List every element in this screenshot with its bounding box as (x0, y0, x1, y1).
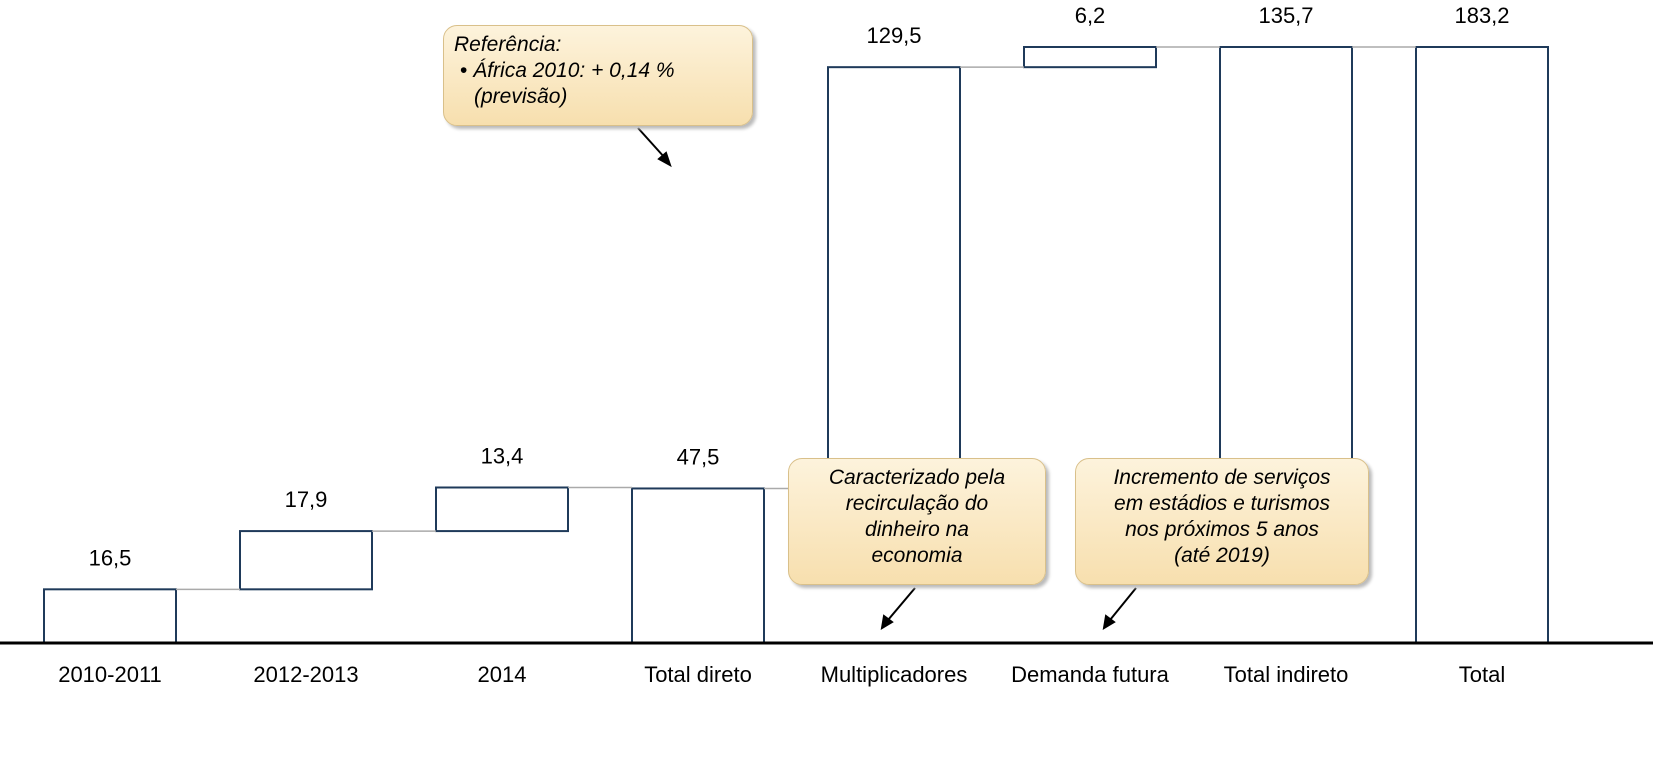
bullet: • (460, 59, 474, 82)
bar (1023, 46, 1157, 69)
bar (631, 487, 765, 644)
x-tick-label: Total direto (644, 662, 752, 687)
x-tick-label: Demanda futura (1011, 662, 1170, 687)
annotation-line: (até 2019) (1174, 544, 1270, 567)
annotation-line: Caracterizado pela (828, 466, 1006, 489)
x-tick-label: 2010-2011 (58, 662, 162, 687)
bar (435, 486, 569, 533)
x-tick-label: Total (1459, 662, 1505, 687)
value-label: 47,5 (677, 444, 720, 469)
value-label: 129,5 (866, 23, 921, 48)
x-tick-label: 2014 (478, 662, 527, 687)
value-label: 135,7 (1258, 3, 1313, 28)
annotation: Referência: • África 2010: + 0,14 % (pre… (443, 25, 753, 126)
value-label: 16,5 (89, 545, 132, 570)
annotation-line: (previsão) (474, 85, 568, 108)
value-label: 13,4 (481, 443, 524, 468)
value-label: 183,2 (1454, 3, 1509, 28)
annotation-line: Referência: (454, 33, 562, 56)
x-tick-label: 2012-2013 (253, 662, 358, 687)
annotation-line: nos próximos 5 anos (1125, 518, 1319, 541)
annotation-line: economia (871, 544, 963, 567)
bar (827, 66, 961, 490)
annotation-line: recirculação do (845, 492, 989, 515)
annotation: Caracterizado pela recirculação do dinhe… (788, 458, 1046, 585)
annotation-line: dinheiro na (865, 518, 969, 541)
annotation: Incremento de serviços em estádios e tur… (1075, 458, 1369, 585)
annotation-line: em estádios e turismos (1114, 492, 1330, 515)
annotation-text: África 2010: + 0,14 % (473, 59, 675, 82)
annotation-line: Incremento de serviços (1113, 466, 1331, 489)
bar (1415, 46, 1549, 644)
bar (43, 588, 177, 645)
x-tick-label: Multiplicadores (821, 662, 968, 687)
value-label: 17,9 (285, 487, 328, 512)
arrows (637, 127, 1137, 630)
bar (1219, 46, 1353, 490)
bar (239, 530, 373, 591)
x-tick-label: Total indireto (1224, 662, 1349, 687)
annotation-line: • África 2010: + 0,14 % (454, 58, 742, 84)
value-label: 6,2 (1075, 3, 1106, 28)
